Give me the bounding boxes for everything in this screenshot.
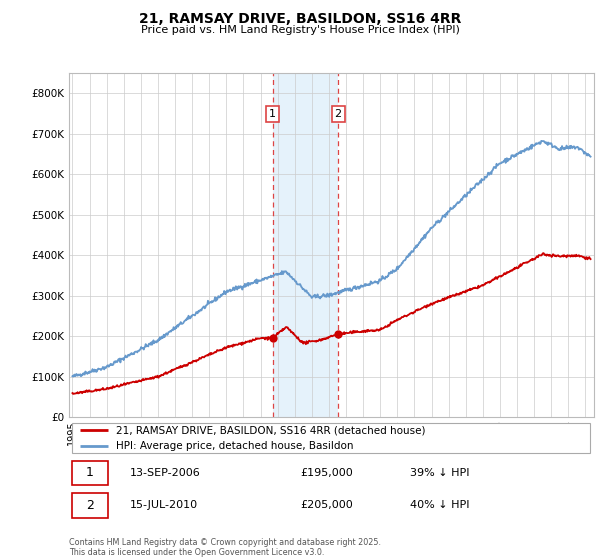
Bar — [272, 73, 338, 417]
Text: HPI: Average price, detached house, Basildon: HPI: Average price, detached house, Basi… — [116, 441, 354, 451]
FancyBboxPatch shape — [71, 493, 109, 517]
Text: 2: 2 — [86, 499, 94, 512]
Text: Price paid vs. HM Land Registry's House Price Index (HPI): Price paid vs. HM Land Registry's House … — [140, 25, 460, 35]
Text: 39% ↓ HPI: 39% ↓ HPI — [410, 468, 470, 478]
Text: £205,000: £205,000 — [300, 501, 353, 510]
Text: £195,000: £195,000 — [300, 468, 353, 478]
FancyBboxPatch shape — [71, 423, 590, 453]
Text: 2: 2 — [335, 109, 342, 119]
FancyBboxPatch shape — [71, 460, 109, 485]
Text: Contains HM Land Registry data © Crown copyright and database right 2025.
This d: Contains HM Land Registry data © Crown c… — [69, 538, 381, 557]
Text: 21, RAMSAY DRIVE, BASILDON, SS16 4RR (detached house): 21, RAMSAY DRIVE, BASILDON, SS16 4RR (de… — [116, 425, 426, 435]
Text: 15-JUL-2010: 15-JUL-2010 — [130, 501, 197, 510]
Text: 13-SEP-2006: 13-SEP-2006 — [130, 468, 200, 478]
Text: 40% ↓ HPI: 40% ↓ HPI — [410, 501, 470, 510]
Text: 1: 1 — [86, 466, 94, 479]
Text: 21, RAMSAY DRIVE, BASILDON, SS16 4RR: 21, RAMSAY DRIVE, BASILDON, SS16 4RR — [139, 12, 461, 26]
Text: 1: 1 — [269, 109, 276, 119]
